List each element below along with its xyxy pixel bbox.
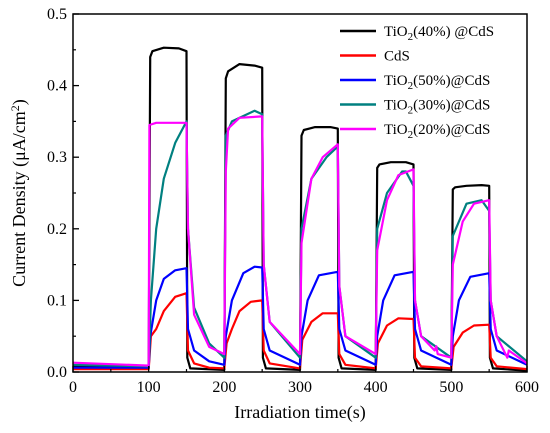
legend-label-3: TiO2(30%)@CdS	[384, 98, 490, 117]
y-axis-title: Current Density (μA/cm2)	[8, 99, 30, 287]
ticks-layer: 0 100 200 300 400 500 600 0.0 0.1 0.2 0.3 0.4 0.5	[47, 6, 539, 396]
legend-label-4: TiO2(20%)@CdS	[384, 122, 490, 141]
y-tick-label: 0.0	[47, 364, 67, 381]
y-axis-title-close: )	[9, 99, 30, 105]
x-tick-label: 100	[137, 379, 161, 396]
x-tick-label: 500	[439, 379, 463, 396]
x-tick-label: 400	[364, 379, 388, 396]
y-tick-label: 0.1	[47, 292, 67, 309]
x-tick-label: 200	[212, 379, 236, 396]
series-layer	[72, 46, 528, 372]
y-axis-title-unit: A/cm	[9, 111, 29, 151]
y-tick-label: 0.2	[47, 221, 67, 238]
y-tick-label: 0.4	[47, 78, 67, 95]
y-tick-label: 0.5	[47, 6, 67, 23]
legend-label-1: CdS	[384, 49, 410, 65]
y-tick-label: 0.3	[47, 149, 67, 166]
legend-label-0: TiO2(40%) @CdS	[384, 24, 494, 43]
legend: TiO2(40%) @CdS CdS TiO2(50%)@CdS TiO2(30%)@…	[340, 24, 494, 141]
y-axis-title-main: Current Density (	[9, 161, 30, 287]
x-tick-label: 300	[288, 379, 312, 396]
x-axis-title: Irradiation time(s)	[234, 402, 365, 423]
x-tick-label: 600	[515, 379, 539, 396]
legend-label-2: TiO2(50%)@CdS	[384, 73, 490, 92]
y-axis-title-mu: μ	[9, 151, 29, 161]
y-axis-title-sup: 2	[8, 105, 22, 111]
x-tick-label: 0	[69, 379, 77, 396]
series-line-4	[72, 115, 528, 367]
